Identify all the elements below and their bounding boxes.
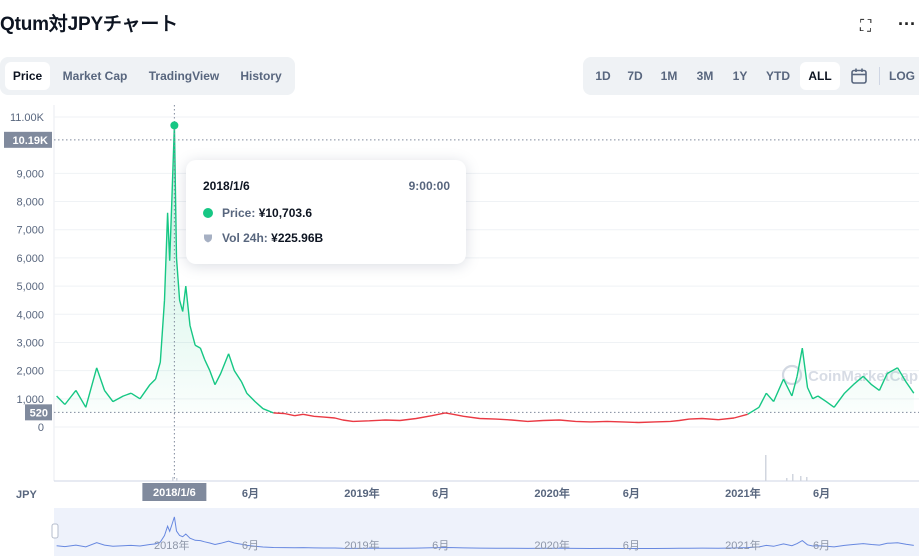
peak-marker bbox=[170, 121, 179, 130]
range-7d[interactable]: 7D bbox=[627, 69, 643, 83]
y-unit-label: JPY bbox=[16, 489, 37, 501]
navigator-tick-label: 2020年 bbox=[534, 538, 569, 552]
tooltip-price-row: Price: ¥10,703.6 bbox=[203, 206, 312, 220]
tooltip-price-value: ¥10,703.6 bbox=[258, 206, 313, 220]
y-tick-label: 1,000 bbox=[16, 394, 44, 406]
y-tick-label: 5,000 bbox=[16, 281, 44, 293]
navigator-tick-label: 2019年 bbox=[344, 538, 379, 552]
log-toggle[interactable]: LOG bbox=[889, 69, 915, 83]
navigator-tick-label: 2021年 bbox=[725, 538, 760, 552]
navigator-tick-label: 6月 bbox=[432, 540, 449, 552]
y-highlight-label: 10.19K bbox=[13, 135, 49, 147]
navigator-handle-left[interactable] bbox=[51, 523, 59, 539]
volume-shield-icon bbox=[204, 234, 212, 243]
x-tick-label: 2021年 bbox=[725, 486, 760, 500]
tooltip-date: 2018/1/6 bbox=[203, 179, 250, 193]
x-tick-label: 6月 bbox=[623, 487, 640, 500]
y-highlight-tag bbox=[25, 404, 52, 421]
y-tick-label: 7,000 bbox=[16, 225, 44, 237]
navigator-tick-label: 6月 bbox=[813, 540, 830, 552]
range-all[interactable]: ALL bbox=[800, 62, 840, 90]
y-tick-label: 2,000 bbox=[16, 366, 44, 378]
x-tick-label: 6月 bbox=[432, 487, 449, 500]
y-tick-label: 4,000 bbox=[16, 309, 44, 321]
range-ytd[interactable]: YTD bbox=[766, 69, 790, 83]
y-tick-label: 9,000 bbox=[16, 168, 44, 180]
y-tick-label: 11.00K bbox=[10, 112, 45, 124]
x-tick-label: 6月 bbox=[242, 487, 259, 500]
price-line-above-baseline bbox=[56, 125, 915, 415]
x-tick-label: 2019年 bbox=[344, 486, 379, 500]
volume-bar bbox=[786, 478, 788, 481]
expand-icon[interactable]: ⛶ bbox=[860, 18, 872, 35]
price-tooltip: 2018/1/6 9:00:00 Price: ¥10,703.6 Vol 24… bbox=[186, 160, 466, 264]
tab-market-cap[interactable]: Market Cap bbox=[62, 69, 128, 83]
volume-bar bbox=[765, 455, 767, 481]
y-tick-label: 8,000 bbox=[16, 197, 44, 209]
volume-bar bbox=[806, 477, 808, 481]
volume-bar bbox=[172, 477, 174, 481]
y-tick-label: 0 bbox=[38, 422, 44, 434]
tooltip-vol-value: ¥225.96B bbox=[271, 231, 324, 245]
y-highlight-label: 520 bbox=[30, 407, 48, 419]
tooltip-price-label: Price: bbox=[222, 206, 256, 220]
range-1d[interactable]: 1D bbox=[595, 69, 611, 83]
tab-history[interactable]: History bbox=[240, 69, 282, 83]
chart-tabs: Price Market Cap TradingView History bbox=[0, 57, 295, 95]
calendar-icon[interactable] bbox=[850, 67, 868, 90]
tooltip-volume-row: Vol 24h: ¥225.96B bbox=[203, 231, 323, 245]
x-tick-label: 6月 bbox=[813, 487, 830, 500]
x-highlight-label: 2018/1/6 bbox=[153, 487, 196, 499]
tab-price[interactable]: Price bbox=[5, 62, 50, 90]
range-1m[interactable]: 1M bbox=[660, 69, 678, 83]
range-selector: 1D 7D 1M 3M 1Y YTD ALL LOG bbox=[583, 57, 919, 95]
y-highlight-tag bbox=[4, 131, 52, 148]
x-highlight-tag bbox=[142, 483, 207, 501]
navigator-tick-label: 6月 bbox=[242, 540, 259, 552]
navigator-tick-label: 6月 bbox=[623, 540, 640, 552]
price-dot-icon bbox=[203, 208, 213, 218]
navigator-tick-label: 2018年 bbox=[154, 538, 189, 552]
navigator-line bbox=[56, 516, 914, 550]
volume-bar bbox=[176, 478, 178, 481]
range-3m[interactable]: 3M bbox=[696, 69, 714, 83]
page-title: Qtum対JPYチャート bbox=[0, 14, 178, 35]
y-tick-label: 6,000 bbox=[16, 253, 44, 265]
ellipsis-icon[interactable]: ··· bbox=[898, 14, 916, 34]
tooltip-vol-label: Vol 24h: bbox=[222, 231, 268, 245]
x-tick-label: 2020年 bbox=[534, 486, 569, 500]
range-divider bbox=[879, 67, 880, 85]
volume-bar bbox=[792, 474, 794, 481]
volume-bar bbox=[800, 476, 802, 481]
y-tick-label: 3,000 bbox=[16, 337, 44, 349]
tooltip-time: 9:00:00 bbox=[408, 179, 450, 193]
price-line-below-baseline bbox=[273, 412, 748, 424]
tab-tradingview[interactable]: TradingView bbox=[148, 69, 220, 83]
range-1y[interactable]: 1Y bbox=[732, 69, 748, 83]
